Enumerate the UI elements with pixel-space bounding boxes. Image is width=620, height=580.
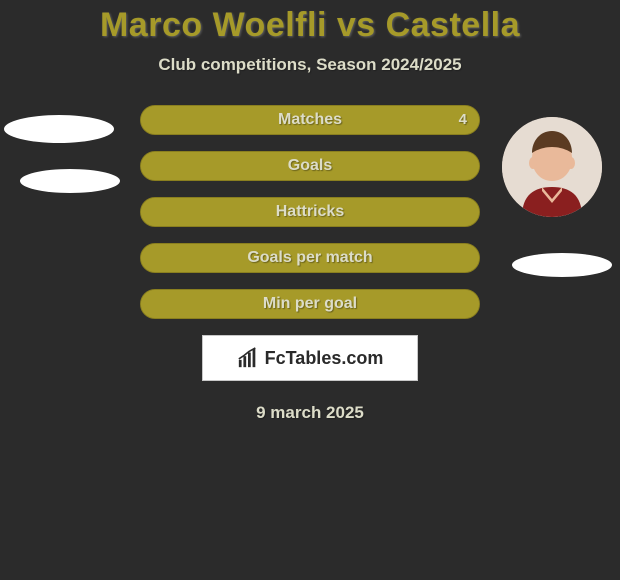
- stat-bar-label: Goals: [141, 152, 479, 180]
- stat-bar: Goals: [140, 151, 480, 181]
- decorative-oval: [512, 253, 612, 277]
- stat-bar: Matches4: [140, 105, 480, 135]
- stat-bar: Goals per match: [140, 243, 480, 273]
- brand-label: FcTables.com: [265, 348, 384, 369]
- stat-bar-label: Hattricks: [141, 198, 479, 226]
- subtitle: Club competitions, Season 2024/2025: [0, 55, 620, 75]
- stat-bar-label: Goals per match: [141, 244, 479, 272]
- page-title: Marco Woelfli vs Castella: [0, 0, 620, 45]
- bars-chart-icon: [237, 347, 259, 369]
- comparison-chart: Matches4 Goals Hattricks Goals per match Min…: [0, 105, 620, 423]
- headshot-icon: [502, 117, 602, 217]
- decorative-oval: [20, 169, 120, 193]
- player-photo: [502, 117, 602, 217]
- stat-bars: Matches4 Goals Hattricks Goals per match Min…: [140, 105, 480, 319]
- stat-bar-label: Matches: [141, 106, 479, 134]
- stat-bar-label: Min per goal: [141, 290, 479, 318]
- brand-badge: FcTables.com: [202, 335, 418, 381]
- stat-value-right: 4: [459, 106, 467, 134]
- stat-bar: Hattricks: [140, 197, 480, 227]
- decorative-oval: [4, 115, 114, 143]
- date-label: 9 march 2025: [0, 403, 620, 423]
- stat-bar: Min per goal: [140, 289, 480, 319]
